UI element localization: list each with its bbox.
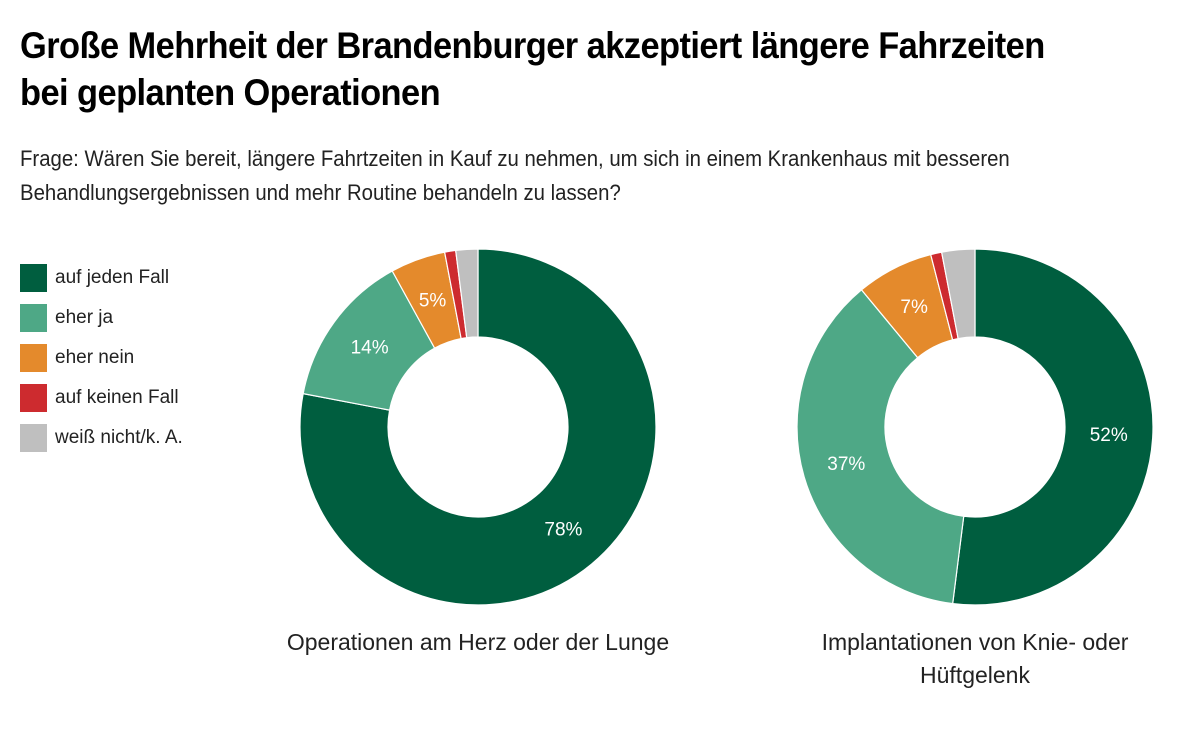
legend-swatch [20,304,47,332]
legend-label: auf keinen Fall [55,387,179,408]
legend-item-auf-jeden-fall: auf jeden Fall [20,258,183,298]
donut-slice-weiss-nicht [455,248,479,339]
slice-label-eher-ja: 37% [827,454,865,475]
legend: auf jeden Fall eher ja eher nein auf kei… [20,258,183,458]
legend-item-weiss-nicht: weiß nicht/k. A. [20,418,183,458]
donut-slice-auf-jeden-fall [299,248,657,606]
donut-chart-herz-lunge: 78% 14% 5% [299,248,657,606]
legend-label: auf jeden Fall [55,267,170,288]
legend-item-eher-ja: eher ja [20,298,183,338]
legend-swatch [20,344,47,372]
chart-title: Große Mehrheit der Brandenburger akzepti… [20,25,1045,113]
legend-label: eher nein [55,347,135,368]
legend-swatch [20,384,47,412]
donut-chart-knie-huefte: 52% 37% 7% [796,248,1154,606]
slice-label-auf-jeden-fall: 52% [1090,425,1128,446]
chart-subtitle: Frage: Wären Sie bereit, längere Fahrtze… [20,146,1010,205]
slice-label-eher-nein: 7% [900,297,928,318]
legend-label: eher ja [55,307,114,328]
chart-caption-herz-lunge: Operationen am Herz oder der Lunge [286,629,670,655]
legend-item-auf-keinen-fall: auf keinen Fall [20,378,183,418]
slice-label-eher-nein: 5% [419,290,447,311]
legend-item-eher-nein: eher nein [20,338,183,378]
donut-slice-eher-ja [796,289,965,605]
legend-label: weiß nicht/k. A. [55,427,183,448]
donut-slice-auf-jeden-fall [952,248,1154,606]
legend-swatch [20,424,47,452]
legend-swatch [20,264,47,292]
chart-caption-knie-huefte: Implantationen von Knie- oder Hüftgelenk [821,629,1129,688]
slice-label-eher-ja: 14% [351,338,389,359]
slice-label-auf-jeden-fall: 78% [544,520,582,541]
donut-slice-weiss-nicht [940,248,976,340]
